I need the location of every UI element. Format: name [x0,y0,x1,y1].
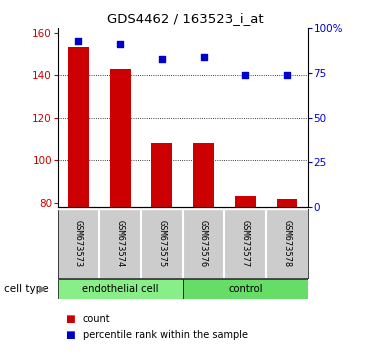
Text: GSM673578: GSM673578 [283,220,292,267]
Text: GSM673573: GSM673573 [74,220,83,267]
Text: ▶: ▶ [39,284,46,294]
Point [284,72,290,78]
Text: ■: ■ [65,314,75,324]
Bar [58,279,183,299]
Text: ■: ■ [65,330,75,339]
Point [75,38,81,44]
Point [117,41,123,47]
Text: GSM673576: GSM673576 [199,220,208,267]
Text: endothelial cell: endothelial cell [82,284,158,294]
Text: GDS4462 / 163523_i_at: GDS4462 / 163523_i_at [107,12,264,25]
Bar [193,143,214,207]
Bar [235,196,256,207]
Text: GSM673574: GSM673574 [116,220,125,267]
Bar [183,279,308,299]
Bar [151,143,172,207]
Text: cell type: cell type [4,284,48,294]
Text: GSM673577: GSM673577 [241,220,250,267]
Point [159,56,165,62]
Point [201,54,207,60]
Bar [68,47,89,207]
Text: control: control [228,284,263,294]
Bar [110,69,131,207]
Bar [277,199,298,207]
Text: count: count [83,314,110,324]
Text: GSM673575: GSM673575 [157,220,166,267]
Text: percentile rank within the sample: percentile rank within the sample [83,330,248,339]
Point [242,72,248,78]
